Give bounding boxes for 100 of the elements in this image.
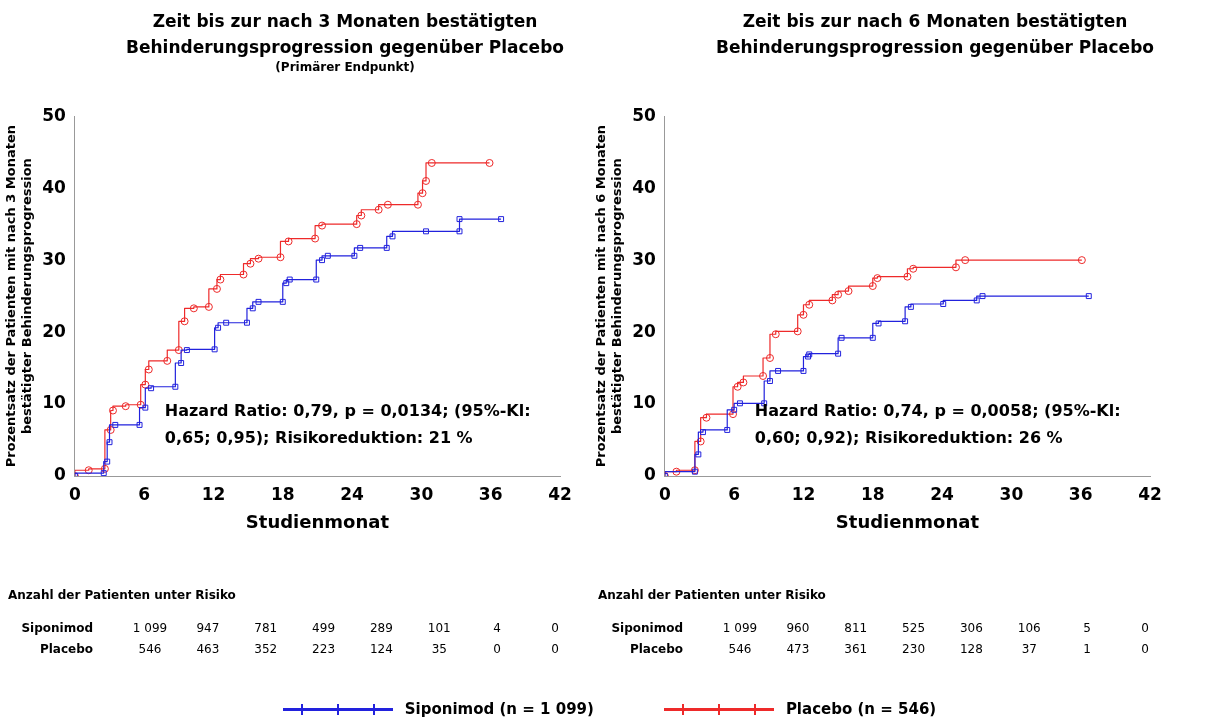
text: Siponimod (611, 621, 683, 635)
annotation: Hazard Ratio: 0,79, p = 0,0134; (95%-Kl: 0,65; 0,95); Risikoreduktion: 21 % (164, 401, 531, 447)
point (121, 402, 130, 411)
text: 811 (844, 621, 868, 635)
point (142, 404, 149, 411)
x-tick-label: 42 (1138, 483, 1162, 504)
point (427, 158, 436, 167)
text: Anzahl der Patienten unter Risiko (8, 588, 236, 602)
point (223, 319, 230, 326)
point (838, 334, 845, 341)
point (771, 330, 780, 339)
point (873, 274, 882, 283)
point (672, 467, 681, 476)
point (736, 400, 743, 407)
annotation: Hazard Ratio: 0,74, p = 0,0058; (95%-Kl: 0,60; 0,92); Risikoreduktion: 26 % (754, 401, 1121, 447)
point (844, 287, 853, 296)
text: 0 (493, 642, 501, 656)
point (1085, 293, 1092, 300)
point (800, 367, 807, 374)
point (108, 406, 117, 415)
point (286, 276, 293, 283)
point (767, 378, 773, 384)
text: 1 099 (132, 621, 168, 635)
text: 546 (138, 642, 162, 656)
point (961, 256, 970, 265)
point (211, 346, 218, 353)
text: 0 (551, 642, 559, 656)
chart-title: Zeit bis zur nach 6 Monaten bestätigten Behinderungsprogression gegenüber Placebo (715, 10, 1155, 59)
point (775, 367, 782, 374)
x-tick-label: 24 (340, 483, 365, 504)
text: 361 (844, 642, 868, 656)
y-tick-label: 0 (644, 464, 657, 485)
x-tick-label: 6 (728, 483, 741, 504)
y-tick-label: 20 (632, 320, 657, 341)
x-tick-label: 12 (791, 483, 816, 504)
point (383, 200, 392, 209)
point (351, 252, 358, 259)
text: 128 (959, 642, 983, 656)
point (498, 216, 505, 223)
point (456, 216, 463, 223)
point (828, 296, 837, 305)
point (739, 378, 748, 387)
point (319, 257, 326, 264)
point (106, 439, 113, 446)
y-tick-label: 0 (54, 464, 67, 485)
point (100, 464, 109, 473)
point (204, 302, 213, 311)
text: 223 (312, 642, 336, 656)
x-tick-label: 6 (138, 483, 151, 504)
y-tick-label: 10 (42, 392, 67, 413)
point (979, 293, 986, 300)
point (172, 383, 179, 390)
point (374, 205, 383, 214)
point (216, 275, 225, 284)
text: Placebo (39, 642, 93, 656)
y-axis-title: Prozentsatz der Patienten mit nach 6 Monaten bestätigter Behinderungsprogression (593, 125, 624, 468)
y-tick-label: 50 (632, 104, 657, 125)
point (311, 234, 320, 243)
point (422, 176, 431, 185)
text: 4 (493, 621, 501, 635)
point (106, 425, 115, 434)
y-tick-label: 40 (42, 176, 67, 197)
point (868, 282, 877, 291)
point (765, 353, 774, 362)
point (1077, 256, 1086, 265)
point (869, 334, 876, 341)
x-tick-label: 0 (658, 483, 671, 504)
text: 306 (959, 621, 983, 635)
text: 124 (369, 642, 393, 656)
y-tick-label: 50 (42, 104, 67, 125)
point (951, 263, 960, 272)
point (352, 220, 361, 229)
y-tick-label: 20 (42, 320, 67, 341)
text: 781 (254, 621, 278, 635)
text: 947 (196, 621, 220, 635)
y-axis-title: Prozentsatz der Patienten mit nach 3 Monaten bestätigter Behinderungsprogression (3, 125, 34, 468)
text: 0 (551, 621, 559, 635)
point (793, 327, 802, 336)
x-tick-label: 12 (201, 483, 226, 504)
text: 5 (1083, 621, 1091, 635)
point (702, 413, 711, 422)
text: 35 (431, 642, 447, 656)
point (313, 276, 320, 283)
y-tick-label: 10 (632, 392, 657, 413)
point (389, 233, 396, 240)
y-tick-label: 40 (632, 176, 657, 197)
x-tick-label: 36 (1068, 483, 1093, 504)
point (141, 380, 150, 389)
point (729, 410, 738, 419)
point (485, 158, 494, 167)
text: Anzahl der Patienten unter Risiko (598, 588, 826, 602)
point (805, 300, 814, 309)
text: 546 (728, 642, 752, 656)
point (383, 244, 390, 251)
point (148, 385, 155, 392)
x-tick-label: 24 (930, 483, 955, 504)
point (112, 421, 119, 428)
point (834, 290, 843, 299)
text: 1 099 (722, 621, 758, 635)
point (456, 228, 463, 235)
